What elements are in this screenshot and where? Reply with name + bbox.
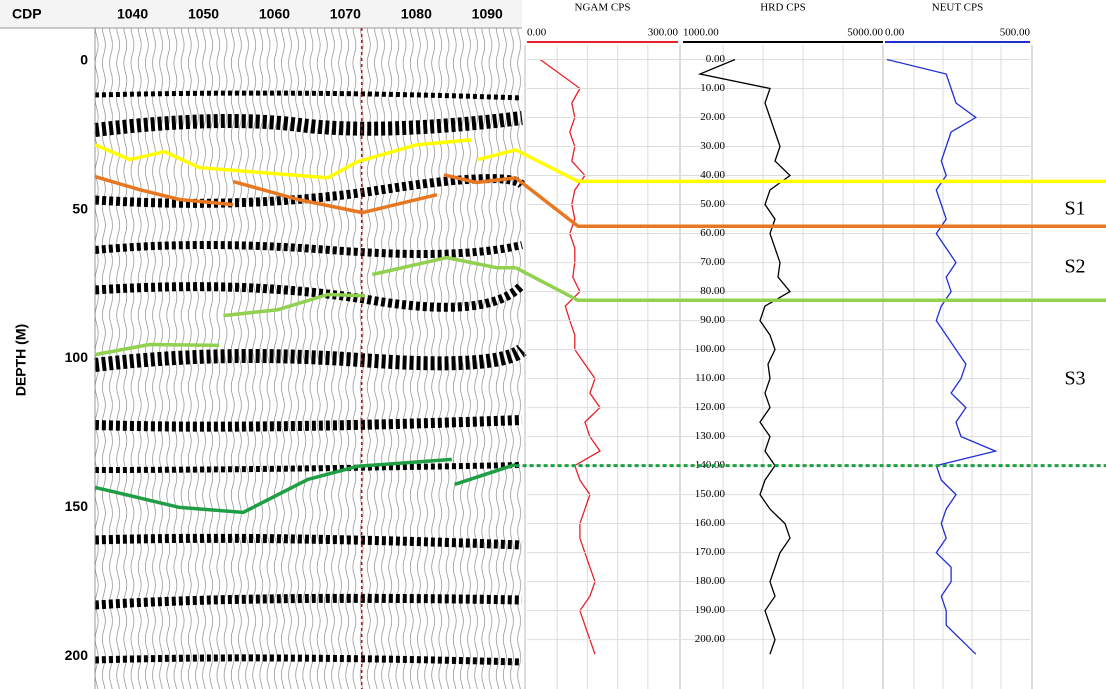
depth-tick-label: 10.00 — [700, 82, 725, 94]
depth-tick-label: 150.00 — [695, 488, 726, 500]
zone-label: S3 — [1064, 368, 1085, 390]
depth-tick-label: 40.00 — [700, 169, 725, 181]
log-title: HRD CPS — [760, 2, 806, 14]
x-tick-label: 1050 — [188, 6, 219, 22]
y-tick-label: 150 — [65, 498, 89, 514]
depth-tick-label: 20.00 — [700, 111, 725, 123]
zone-label: S2 — [1064, 256, 1085, 278]
y-tick-label: 100 — [65, 349, 89, 365]
zone-label: S1 — [1064, 198, 1085, 220]
depth-tick-label: 190.00 — [695, 604, 726, 616]
log-scale-label: 0.00 — [885, 27, 905, 39]
depth-tick-label: 0.00 — [706, 53, 726, 65]
depth-tick-label: 80.00 — [700, 285, 725, 297]
log-scale-label: 300.00 — [648, 27, 679, 39]
y-tick-label: 50 — [72, 200, 88, 216]
depth-tick-label: 130.00 — [695, 430, 726, 442]
depth-tick-label: 70.00 — [700, 256, 725, 268]
depth-tick-label: 200.00 — [695, 633, 726, 645]
horizon-tie — [516, 268, 1106, 301]
log-title: NEUT CPS — [932, 2, 983, 14]
depth-tick-label: 170.00 — [695, 546, 726, 558]
x-tick-label: 1060 — [259, 6, 290, 22]
x-tick-label: 1040 — [117, 6, 148, 22]
figure: CDP DEPTH (M) NGAM CPS 0.00 300.00 HRD CPS 1… — [0, 0, 1106, 689]
log-scale-label: 0.00 — [527, 27, 547, 39]
log-scale-label: 5000.00 — [847, 27, 883, 39]
y-axis-label: DEPTH (M) — [13, 324, 29, 396]
depth-tick-label: 50.00 — [700, 198, 725, 210]
x-tick-label: 1090 — [472, 6, 503, 22]
y-tick-label: 200 — [65, 647, 89, 663]
x-tick-label: 1080 — [401, 6, 432, 22]
log-curve — [540, 60, 600, 655]
log-scale-label: 500.00 — [1000, 27, 1031, 39]
depth-tick-label: 100.00 — [695, 343, 726, 355]
log-curve — [887, 60, 996, 655]
x-tick-label: 1070 — [330, 6, 361, 22]
depth-tick-label: 120.00 — [695, 401, 726, 413]
y-tick-label: 0 — [80, 51, 88, 67]
x-axis-label: CDP — [12, 6, 42, 22]
depth-tick-label: 60.00 — [700, 227, 725, 239]
horizon-tie — [516, 150, 1106, 182]
log-scale-label: 1000.00 — [683, 27, 719, 39]
log-title: NGAM CPS — [575, 2, 631, 14]
depth-tick-label: 90.00 — [700, 314, 725, 326]
depth-tick-label: 180.00 — [695, 575, 726, 587]
depth-tick-label: 160.00 — [695, 517, 726, 529]
horizon-tie — [516, 178, 1106, 227]
depth-tick-label: 110.00 — [695, 372, 725, 384]
depth-tick-label: 30.00 — [700, 140, 725, 152]
page: CDP DEPTH (M) NGAM CPS 0.00 300.00 HRD CPS 1… — [0, 0, 1106, 689]
